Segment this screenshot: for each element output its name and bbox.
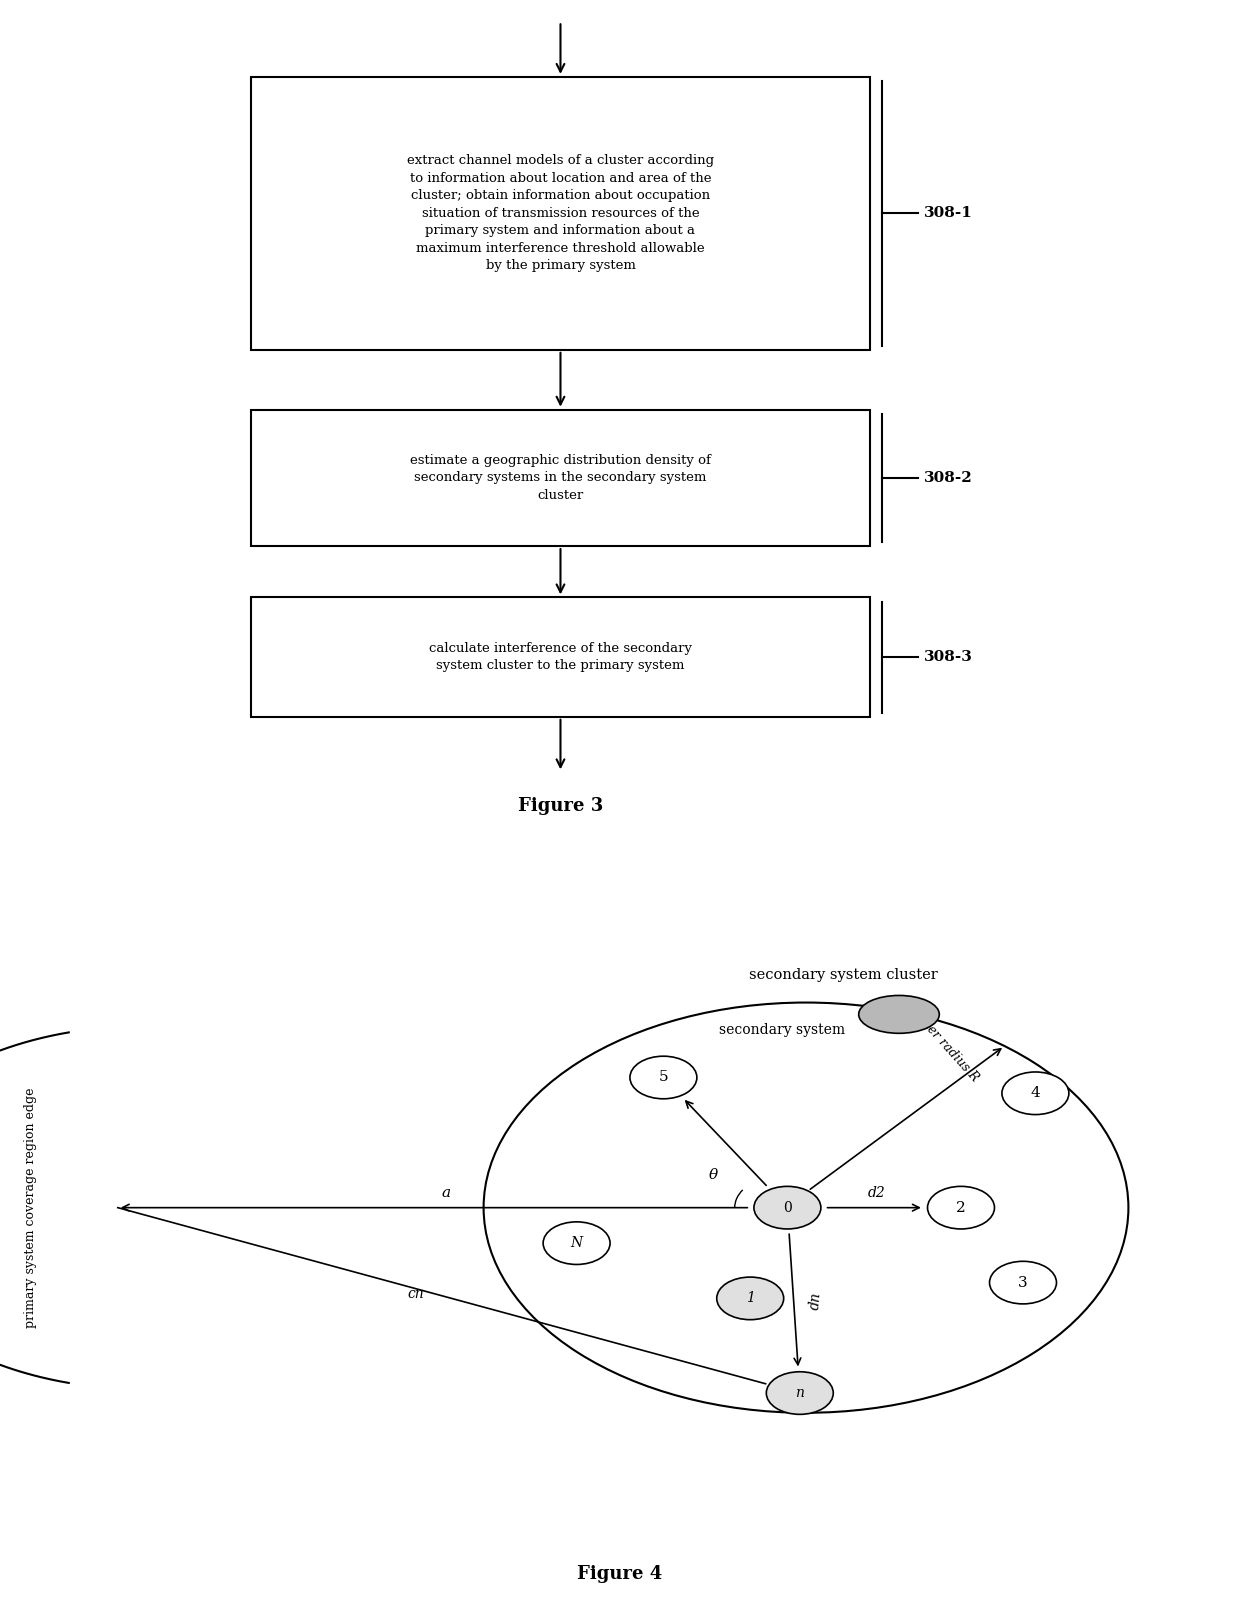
- Circle shape: [1002, 1072, 1069, 1114]
- Circle shape: [630, 1056, 697, 1098]
- Ellipse shape: [858, 995, 940, 1034]
- Text: 0: 0: [782, 1201, 792, 1214]
- Circle shape: [990, 1261, 1056, 1304]
- Text: d2: d2: [868, 1187, 885, 1201]
- Text: n: n: [795, 1386, 805, 1401]
- Text: 4: 4: [1030, 1087, 1040, 1100]
- Text: dn: dn: [808, 1291, 823, 1311]
- Circle shape: [543, 1222, 610, 1264]
- FancyBboxPatch shape: [250, 409, 870, 546]
- Text: cn: cn: [407, 1288, 424, 1301]
- Text: θ: θ: [708, 1167, 718, 1182]
- Circle shape: [754, 1187, 821, 1228]
- Text: 308-3: 308-3: [924, 650, 972, 663]
- Text: primary system coverage region edge: primary system coverage region edge: [25, 1087, 37, 1328]
- Circle shape: [766, 1372, 833, 1414]
- Text: calculate interference of the secondary
system cluster to the primary system: calculate interference of the secondary …: [429, 642, 692, 673]
- Text: secondary system cluster: secondary system cluster: [749, 968, 937, 982]
- FancyBboxPatch shape: [250, 597, 870, 716]
- Text: 5: 5: [658, 1071, 668, 1085]
- Text: 308-1: 308-1: [924, 206, 972, 221]
- Text: N: N: [570, 1236, 583, 1249]
- Text: cluster radius R: cluster radius R: [904, 1000, 981, 1084]
- Text: extract channel models of a cluster according
to information about location and : extract channel models of a cluster acco…: [407, 155, 714, 272]
- Text: 1: 1: [745, 1291, 755, 1306]
- FancyBboxPatch shape: [250, 77, 870, 349]
- Text: secondary system: secondary system: [719, 1024, 846, 1037]
- Text: Figure 3: Figure 3: [518, 797, 603, 815]
- Circle shape: [717, 1277, 784, 1320]
- Text: 3: 3: [1018, 1275, 1028, 1290]
- Text: a: a: [441, 1187, 451, 1201]
- Text: 2: 2: [956, 1201, 966, 1214]
- Text: Figure 4: Figure 4: [578, 1565, 662, 1584]
- Text: 308-2: 308-2: [924, 470, 972, 485]
- Circle shape: [928, 1187, 994, 1228]
- Text: estimate a geographic distribution density of
secondary systems in the secondary: estimate a geographic distribution densi…: [410, 454, 711, 502]
